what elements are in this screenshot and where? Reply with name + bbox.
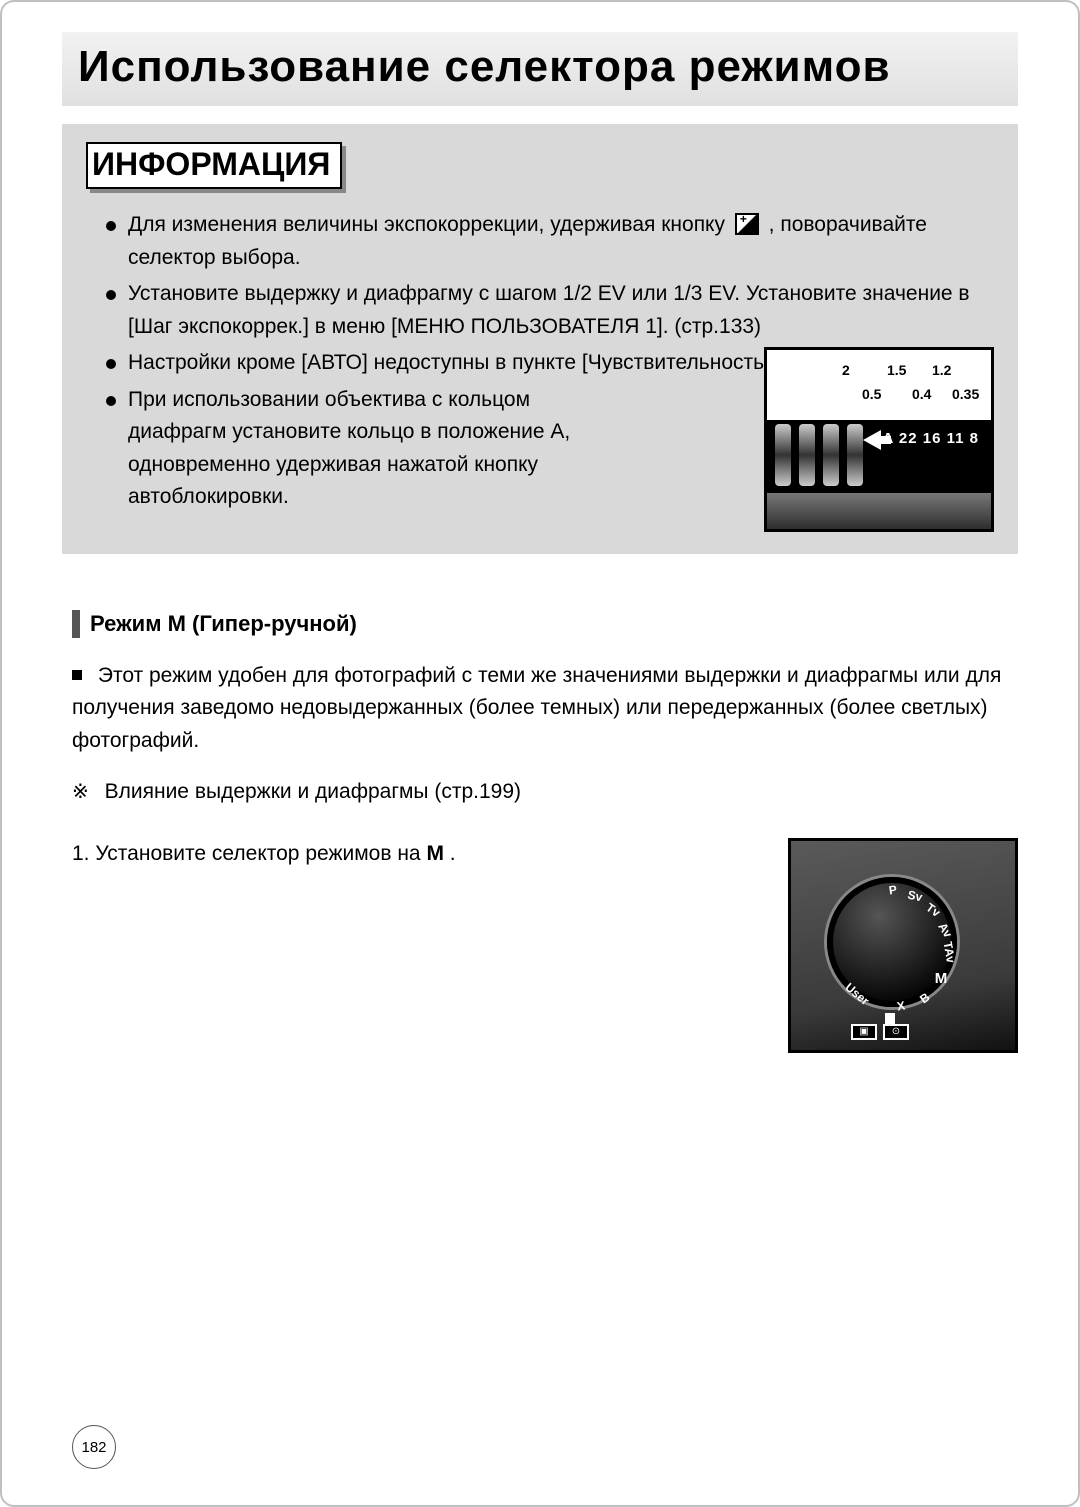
information-heading: ИНФОРМАЦИЯ <box>86 142 342 189</box>
mode-m-heading-wrap: Режим M (Гипер-ручной) <box>72 610 1018 638</box>
below-dial-icons: ▣ ⊙ <box>851 1024 909 1040</box>
metering-icon: ▣ <box>851 1024 877 1040</box>
mode-m-paragraph-text: Этот режим удобен для фотографий с теми … <box>72 664 1001 752</box>
distance-2: 2 <box>842 362 850 378</box>
square-bullet-icon <box>72 670 82 680</box>
distance-0-35: 0.35 <box>952 386 979 402</box>
lens-aperture-ring-figure: 2 1.5 1.2 0.5 0.4 0.35 A 22 16 11 8 <box>764 347 994 532</box>
information-box: ИНФОРМАЦИЯ Для изменения величины экспок… <box>62 124 1018 554</box>
mode-m-heading: Режим M (Гипер-ручной) <box>90 611 357 637</box>
bullet-text-a: Для изменения величины экспокоррекции, у… <box>128 213 731 236</box>
step-1-mode-letter: M <box>426 842 444 865</box>
distance-1-5: 1.5 <box>887 362 906 378</box>
mode-m-reference: ※ Влияние выдержки и диафрагмы (стр.199) <box>72 776 1018 809</box>
bullet-exposure-compensation: Для изменения величины экспокоррекции, у… <box>106 209 994 274</box>
page-title: Использование селектора режимов <box>78 42 1002 92</box>
exposure-compensation-icon <box>735 213 759 235</box>
bracket-icon: ⊙ <box>883 1024 909 1040</box>
page-number: 182 <box>72 1425 116 1469</box>
lens-distance-scale: 2 1.5 1.2 0.5 0.4 0.35 <box>767 350 991 420</box>
mode-m-paragraph: Этот режим удобен для фотографий с теми … <box>72 660 1018 758</box>
mode-dial-figure: P Sv Tv Av TAv M B X User ▣ ⊙ <box>788 838 1018 1053</box>
aperture-values-row: A 22 16 11 8 <box>882 430 979 447</box>
mode-m-section: Режим M (Гипер-ручной) Этот режим удобен… <box>62 554 1018 1053</box>
distance-0-4: 0.4 <box>912 386 931 402</box>
section-accent-bar <box>72 610 80 638</box>
lens-mount-area <box>767 490 991 532</box>
step-1-row: 1. Установите селектор режимов на M . P … <box>72 838 1018 1053</box>
lens-aperture-barrel: A 22 16 11 8 <box>767 420 991 490</box>
bullet-ev-step: Установите выдержку и диафрагму с шагом … <box>106 278 994 343</box>
page-title-band: Использование селектора режимов <box>62 32 1018 106</box>
distance-1-2: 1.2 <box>932 362 951 378</box>
bullet-aperture-ring: При использовании объектива с кольцом ди… <box>106 384 626 514</box>
step-1-prefix: 1. Установите селектор режимов на <box>72 842 426 865</box>
step-1-text: 1. Установите селектор режимов на M . <box>72 838 456 871</box>
distance-0-5: 0.5 <box>862 386 881 402</box>
reference-mark-icon: ※ <box>72 781 89 803</box>
mode-m-body: Этот режим удобен для фотографий с теми … <box>72 660 1018 1053</box>
reference-text: Влияние выдержки и диафрагмы (стр.199) <box>105 780 521 803</box>
step-1-suffix: . <box>450 842 456 865</box>
